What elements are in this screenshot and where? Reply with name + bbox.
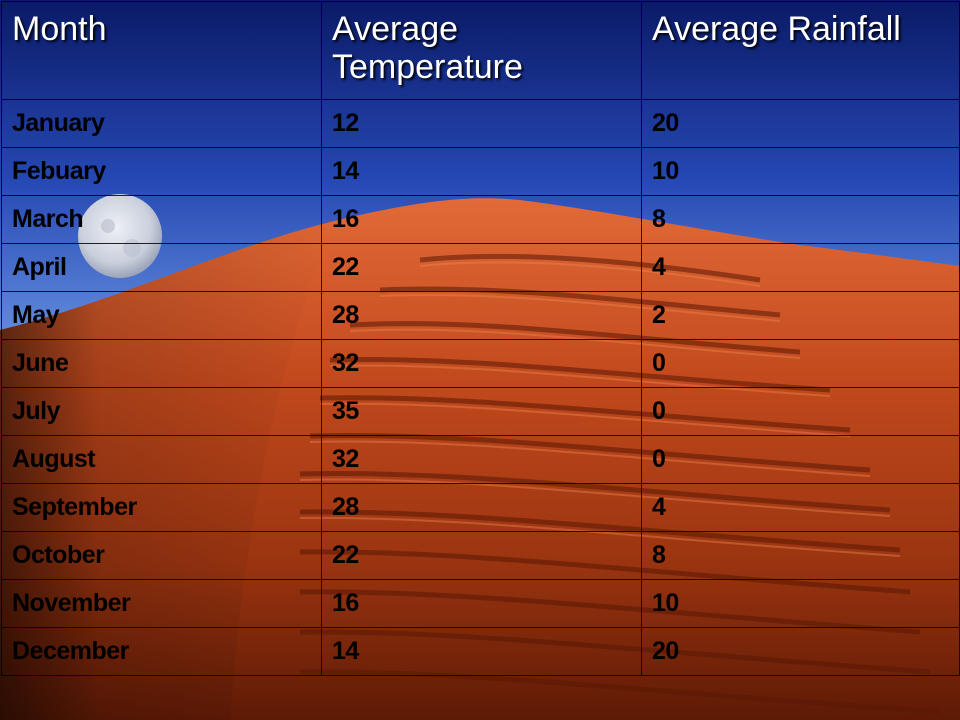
- month-cell: June: [1, 339, 322, 388]
- table-row: June 32 0: [1, 339, 960, 388]
- temperature-cell: 16: [321, 195, 642, 244]
- temperature-cell: 12: [321, 99, 642, 148]
- month-cell: January: [1, 99, 322, 148]
- table-row: January 12 20: [1, 99, 960, 148]
- rainfall-cell: 8: [641, 531, 960, 580]
- rainfall-cell: 8: [641, 195, 960, 244]
- temperature-cell: 14: [321, 627, 642, 676]
- climate-table: Month Average Temperature Average Rainfa…: [1, 1, 960, 676]
- table-row: Febuary 14 10: [1, 147, 960, 196]
- temperature-cell: 22: [321, 243, 642, 292]
- table-row: April 22 4: [1, 243, 960, 292]
- temperature-cell: 14: [321, 147, 642, 196]
- temperature-cell: 16: [321, 579, 642, 628]
- temperature-cell: 32: [321, 339, 642, 388]
- month-cell: September: [1, 483, 322, 532]
- rainfall-cell: 20: [641, 99, 960, 148]
- header-average-rainfall: Average Rainfall: [641, 1, 960, 100]
- rainfall-cell: 0: [641, 387, 960, 436]
- table-row: September 28 4: [1, 483, 960, 532]
- table-row: March 16 8: [1, 195, 960, 244]
- month-cell: April: [1, 243, 322, 292]
- month-cell: December: [1, 627, 322, 676]
- month-cell: July: [1, 387, 322, 436]
- month-cell: Febuary: [1, 147, 322, 196]
- table-row: August 32 0: [1, 435, 960, 484]
- rainfall-cell: 10: [641, 147, 960, 196]
- header-month: Month: [1, 1, 322, 100]
- temperature-cell: 28: [321, 483, 642, 532]
- month-cell: October: [1, 531, 322, 580]
- rainfall-cell: 2: [641, 291, 960, 340]
- temperature-cell: 32: [321, 435, 642, 484]
- rainfall-cell: 10: [641, 579, 960, 628]
- temperature-cell: 22: [321, 531, 642, 580]
- rainfall-cell: 0: [641, 435, 960, 484]
- table-row: July 35 0: [1, 387, 960, 436]
- rainfall-cell: 4: [641, 483, 960, 532]
- rainfall-cell: 0: [641, 339, 960, 388]
- month-cell: August: [1, 435, 322, 484]
- table-row: December 14 20: [1, 627, 960, 676]
- table-row: November 16 10: [1, 579, 960, 628]
- month-cell: November: [1, 579, 322, 628]
- table-header-row: Month Average Temperature Average Rainfa…: [1, 1, 960, 100]
- month-cell: March: [1, 195, 322, 244]
- table-row: May 28 2: [1, 291, 960, 340]
- header-average-temperature: Average Temperature: [321, 1, 642, 100]
- temperature-cell: 28: [321, 291, 642, 340]
- month-cell: May: [1, 291, 322, 340]
- temperature-cell: 35: [321, 387, 642, 436]
- rainfall-cell: 20: [641, 627, 960, 676]
- rainfall-cell: 4: [641, 243, 960, 292]
- table-row: October 22 8: [1, 531, 960, 580]
